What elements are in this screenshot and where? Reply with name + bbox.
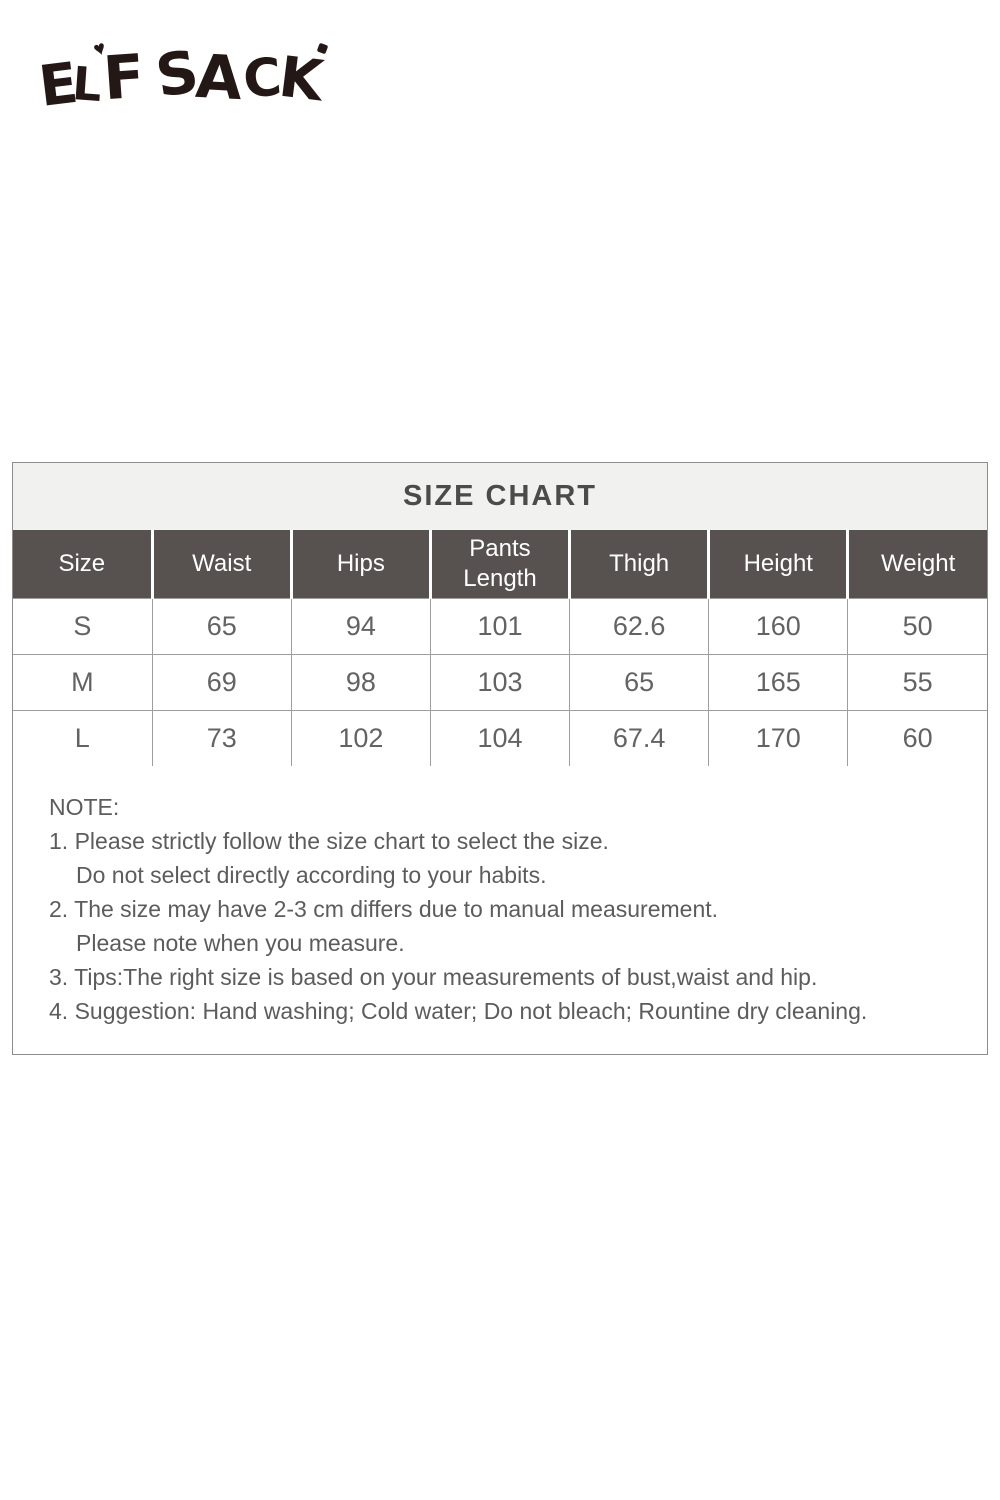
cell-size: L xyxy=(13,709,153,766)
note-line-3: 3. Tips:The right size is based on your … xyxy=(49,964,818,990)
note-section: NOTE: 1. Please strictly follow the size… xyxy=(13,766,987,1054)
size-chart-box: SIZE CHART Size Waist Hips Pants Length … xyxy=(12,462,988,1055)
column-header-hips: Hips xyxy=(289,530,431,598)
column-header-height: Height xyxy=(707,530,848,598)
cell-size: M xyxy=(13,653,153,711)
note-line-1b: Do not select directly according to your… xyxy=(76,862,547,888)
size-chart-title: SIZE CHART xyxy=(13,463,987,530)
cell-waist: 69 xyxy=(151,653,292,711)
cell-hips: 94 xyxy=(290,597,431,655)
cell-height: 170 xyxy=(708,709,849,766)
logo-letter: C xyxy=(240,47,282,111)
note-line-2b: Please note when you measure. xyxy=(76,930,405,956)
size-table: Size Waist Hips Pants Length Thigh Heigh… xyxy=(13,530,987,766)
cell-pants-length: 103 xyxy=(429,653,571,711)
table-row-size-s: S 65 94 101 62.6 160 50 xyxy=(13,597,987,655)
note-line-1: 1. Please strictly follow the size chart… xyxy=(49,828,609,854)
cell-height: 165 xyxy=(708,653,849,711)
column-header-size: Size xyxy=(13,530,153,598)
cell-weight: 55 xyxy=(847,653,987,711)
column-header-thigh: Thigh xyxy=(568,530,709,598)
table-row-size-m: M 69 98 103 65 165 55 xyxy=(13,653,987,711)
logo-letter: A xyxy=(194,41,243,115)
note-line-2: 2. The size may have 2-3 cm differs due … xyxy=(49,896,719,922)
cell-waist: 65 xyxy=(151,597,292,655)
cell-pants-length: 104 xyxy=(429,709,571,766)
cell-hips: 102 xyxy=(290,709,431,766)
logo-letter: L xyxy=(70,56,102,112)
cell-weight: 60 xyxy=(847,709,987,766)
size-table-header-row: Size Waist Hips Pants Length Thigh Heigh… xyxy=(13,530,987,598)
cell-pants-length: 101 xyxy=(429,597,571,655)
brand-logo: ♥ ELF SACK xyxy=(36,37,329,132)
cell-size: S xyxy=(13,597,153,655)
note-heading: NOTE: xyxy=(49,794,120,820)
logo-letter: S xyxy=(150,37,201,111)
column-header-weight: Weight xyxy=(846,530,987,598)
cell-waist: 73 xyxy=(151,709,292,766)
table-row-size-l: L 73 102 104 67.4 170 60 xyxy=(13,709,987,766)
cell-height: 160 xyxy=(708,597,849,655)
cell-thigh: 62.6 xyxy=(569,597,710,655)
column-header-pants-length: Pants Length xyxy=(428,530,570,598)
logo-letter: K xyxy=(275,44,325,115)
cell-thigh: 65 xyxy=(569,653,710,711)
note-line-4: 4. Suggestion: Hand washing; Cold water;… xyxy=(49,998,868,1024)
cell-weight: 50 xyxy=(847,597,987,655)
cell-hips: 98 xyxy=(290,653,431,711)
cell-thigh: 67.4 xyxy=(569,709,710,766)
column-header-waist: Waist xyxy=(150,530,292,598)
logo-letter: F xyxy=(100,41,145,115)
